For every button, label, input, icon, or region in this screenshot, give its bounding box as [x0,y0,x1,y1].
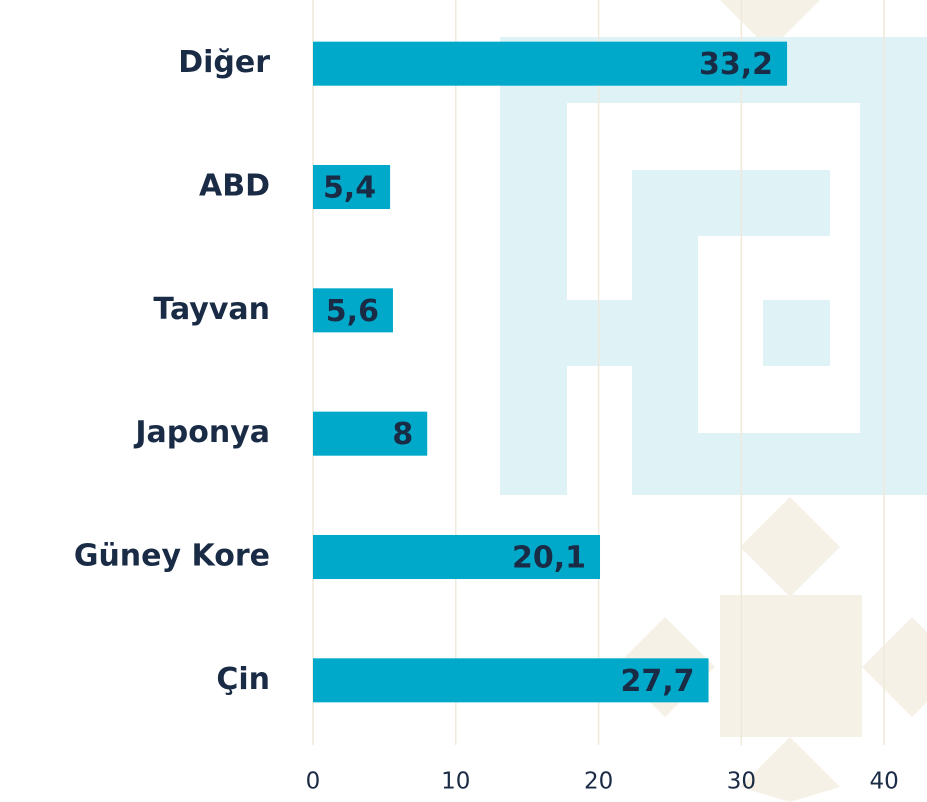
x-tick-label: 30 [727,769,756,795]
chart: 0 10 20 30 40 Diğer 33,2 ABD 5,4 Tayvan 5,6 Japonya… [0,0,927,802]
x-tick-label: 10 [441,769,470,795]
x-tick-label: 40 [870,769,899,795]
y-tick-label: ABD [199,169,270,204]
value-label: 5,4 [323,171,376,206]
y-tick-label: Çin [216,662,270,697]
x-tick-label: 20 [584,769,613,795]
value-label: 8 [392,417,413,452]
value-label: 27,7 [620,664,694,699]
value-label: 20,1 [512,541,586,576]
value-label: 33,2 [699,47,773,82]
x-tick-label: 0 [306,769,321,795]
y-tick-label: Güney Kore [74,539,270,574]
page: 0 10 20 30 40 Diğer 33,2 ABD 5,4 Tayvan 5,6 Japonya… [0,0,927,802]
y-tick-label: Tayvan [153,292,270,327]
y-tick-label: Diğer [178,45,270,80]
y-tick-label: Japonya [133,415,270,450]
value-label: 5,6 [326,294,379,329]
